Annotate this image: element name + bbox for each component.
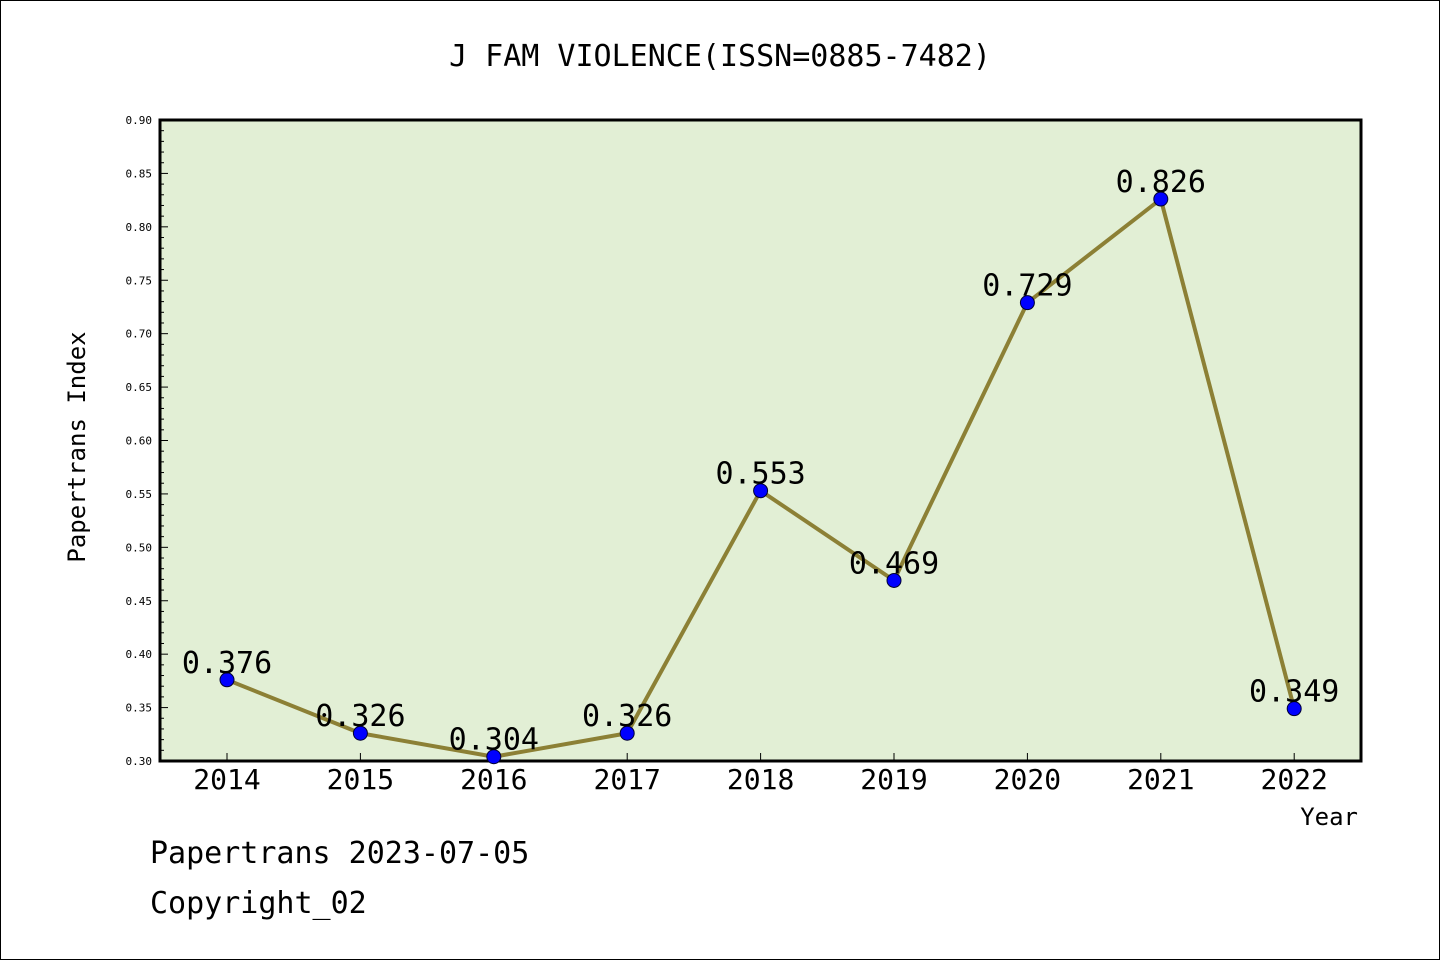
y-tick-label: 0.85	[126, 167, 153, 180]
y-tick-label: 0.35	[126, 702, 153, 715]
x-tick-label: 2019	[860, 763, 927, 796]
footer-copyright-text: Copyright_02	[150, 886, 367, 921]
y-tick-label: 0.90	[126, 114, 153, 127]
data-label: 0.326	[315, 699, 405, 734]
x-tick-label: 2015	[327, 763, 394, 796]
data-label: 0.376	[182, 646, 272, 681]
data-point	[352, 725, 368, 741]
x-tick-label: 2014	[193, 763, 260, 796]
y-tick-label: 0.50	[126, 541, 153, 554]
y-axis-label: Papertrans Index	[63, 331, 91, 562]
chart-title: J FAM VIOLENCE(ISSN=0885-7482)	[449, 39, 991, 74]
data-point	[619, 725, 635, 741]
y-tick-label: 0.40	[126, 648, 153, 661]
x-tick-label: 2018	[727, 763, 794, 796]
y-tick-label: 0.45	[126, 595, 153, 608]
x-axis-label: Year	[1300, 803, 1358, 831]
data-label: 0.729	[982, 269, 1072, 304]
data-labels: 0.376 0.326 0.304 0.326 0.553 0.469 0.729 0.826…	[182, 165, 1340, 758]
y-tick-label: 0.30	[126, 755, 153, 768]
data-point	[1019, 295, 1035, 311]
y-tick-label: 0.80	[126, 221, 153, 234]
data-label: 0.553	[715, 457, 805, 492]
data-point	[486, 749, 502, 765]
data-label: 0.326	[582, 699, 672, 734]
y-tick-label: 0.75	[126, 274, 153, 287]
data-point	[1286, 701, 1302, 717]
data-point	[753, 483, 769, 499]
x-tick-label: 2016	[460, 763, 527, 796]
y-tick-label: 0.65	[126, 381, 153, 394]
x-tick-label: 2022	[1260, 763, 1327, 796]
y-tick-label: 0.70	[126, 328, 153, 341]
data-point	[219, 672, 235, 688]
data-label: 0.304	[449, 723, 539, 758]
data-label: 0.349	[1249, 675, 1339, 710]
data-point	[1153, 191, 1169, 207]
footer-date-text: Papertrans 2023-07-05	[150, 836, 530, 871]
series-group	[219, 191, 1302, 765]
x-tick-label: 2021	[1127, 763, 1194, 796]
plot-area	[158, 118, 1363, 763]
y-tick-label: 0.55	[126, 488, 153, 501]
data-label: 0.469	[849, 546, 939, 581]
y-tick-label: 0.60	[126, 435, 153, 448]
x-tick-label: 2020	[994, 763, 1061, 796]
x-tick-label: 2017	[593, 763, 660, 796]
x-axis: 2014 2015 2016 2017 2018 2019 2020 2021 2022	[193, 753, 1328, 796]
data-label: 0.826	[1116, 165, 1206, 200]
data-point	[886, 572, 902, 588]
y-axis: 0.30 0.35 0.40 0.45 0.50 0.55 0.60 0.65 0.70 0.75…	[126, 114, 168, 768]
